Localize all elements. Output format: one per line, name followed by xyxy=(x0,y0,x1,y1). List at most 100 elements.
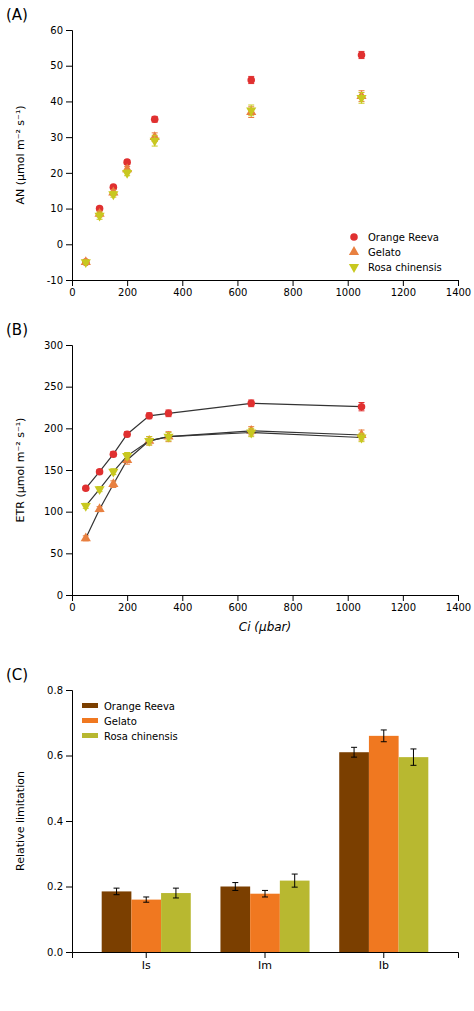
tick-mark xyxy=(66,101,72,102)
error-bar xyxy=(143,897,149,902)
error-bar xyxy=(359,51,365,58)
y-axis-title: Relative limitation xyxy=(14,771,27,871)
panel-label: (B) xyxy=(6,321,28,339)
legend-label: Gelato xyxy=(104,716,137,727)
tick-mark xyxy=(66,952,72,953)
tick-label: 10 xyxy=(50,203,63,214)
tick-label: 0.8 xyxy=(47,685,63,696)
tick-label: 200 xyxy=(118,602,137,613)
series-line xyxy=(86,433,362,506)
error-bar xyxy=(232,883,238,891)
tick-label: 50 xyxy=(50,548,63,559)
tick-label: 400 xyxy=(173,287,192,298)
tick-label: 40 xyxy=(50,96,63,107)
tick-mark xyxy=(66,280,72,281)
error-bar xyxy=(166,410,172,417)
tick-label: 30 xyxy=(50,132,63,143)
legend-marker xyxy=(349,264,359,273)
tick-label: 300 xyxy=(44,340,63,351)
panel-label: (C) xyxy=(6,666,28,684)
series-line xyxy=(86,403,362,488)
tick: 400 xyxy=(173,595,192,613)
tick-mark xyxy=(66,387,72,388)
tick-mark xyxy=(265,952,266,958)
tick-label: Ib xyxy=(379,959,389,972)
x-axis-title: Ci (µbar) xyxy=(239,620,291,634)
tick: 50 xyxy=(50,548,72,559)
error-bar xyxy=(248,400,254,407)
point xyxy=(356,435,366,444)
series xyxy=(81,93,367,269)
tick-mark xyxy=(383,952,384,958)
point xyxy=(150,138,160,147)
tick: 0.6 xyxy=(47,750,72,761)
tick-mark xyxy=(66,173,72,174)
tick-label: 1200 xyxy=(391,602,416,613)
tick: 60 xyxy=(50,25,72,36)
tick-mark xyxy=(66,345,72,346)
error-bar xyxy=(359,403,365,411)
tick: 20 xyxy=(50,168,72,179)
bar-series xyxy=(161,749,428,952)
point xyxy=(108,478,118,487)
axis-line xyxy=(66,691,73,953)
tick: 200 xyxy=(44,423,72,434)
tick: 1000 xyxy=(335,595,360,613)
legend-swatch xyxy=(82,718,98,723)
bar-series xyxy=(131,730,398,952)
tick-mark xyxy=(403,595,404,601)
tick-label: 0.2 xyxy=(47,881,63,892)
tick: -10 xyxy=(47,275,72,286)
tick-label: 0.6 xyxy=(47,750,63,761)
tick-label: 600 xyxy=(228,287,247,298)
tick-label: 0 xyxy=(69,287,75,298)
plot-area xyxy=(81,51,367,268)
tick: Ib xyxy=(379,952,389,972)
legend-label: Orange Reeva xyxy=(368,232,439,243)
legend: Orange ReevaGelatoRosa chinensis xyxy=(82,701,178,742)
axis-line xyxy=(73,596,459,602)
tick-mark xyxy=(66,756,72,757)
tick-mark xyxy=(182,280,183,286)
plot-area xyxy=(81,400,367,542)
tick-label: 0.0 xyxy=(47,947,63,958)
y-axis: -100102030405060 xyxy=(47,25,73,286)
tick-mark xyxy=(66,887,72,888)
tick: 30 xyxy=(50,132,72,143)
tick-mark xyxy=(66,595,72,596)
tick-label: -10 xyxy=(47,275,63,286)
error-bar xyxy=(146,413,152,419)
bar xyxy=(339,752,369,952)
point xyxy=(122,453,132,462)
tick: 300 xyxy=(44,340,72,351)
tick: 600 xyxy=(228,595,247,613)
legend-label: Orange Reeva xyxy=(104,701,175,712)
y-axis: 0.00.20.40.60.8 xyxy=(47,685,72,958)
figure: 0200400600800100012001400-10010203040506… xyxy=(0,0,474,1011)
tick: 250 xyxy=(44,381,72,392)
x-axis: 0200400600800100012001400 xyxy=(69,595,471,613)
tick: 40 xyxy=(50,96,72,107)
tick-mark xyxy=(66,690,72,691)
tick-mark xyxy=(293,280,294,286)
tick-mark xyxy=(237,595,238,601)
bar xyxy=(280,881,310,952)
error-bar xyxy=(248,76,254,83)
point xyxy=(82,485,90,493)
tick-mark xyxy=(66,66,72,67)
tick: 150 xyxy=(44,465,72,476)
tick: 0 xyxy=(69,595,75,613)
point xyxy=(94,486,104,495)
point xyxy=(246,430,256,439)
legend-item: Orange Reeva xyxy=(350,232,439,243)
error-bar xyxy=(173,888,179,898)
legend-swatch xyxy=(82,733,98,738)
tick: 1200 xyxy=(391,280,416,298)
tick-mark xyxy=(66,209,72,210)
point xyxy=(247,400,255,408)
point xyxy=(81,532,91,541)
tick: 600 xyxy=(228,280,247,298)
error-bar xyxy=(114,888,120,895)
panel: 0200400600800100012001400-10010203040506… xyxy=(6,6,471,298)
tick: 0.8 xyxy=(47,685,72,696)
